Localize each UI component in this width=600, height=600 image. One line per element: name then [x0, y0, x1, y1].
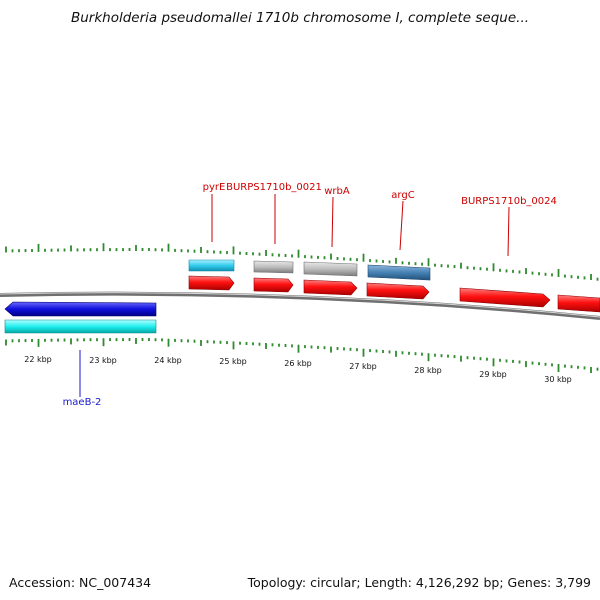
topology-summary-text: Topology: circular; Length: 4,126,292 bp…: [247, 575, 591, 590]
upper-tick-marks: [5, 243, 599, 281]
gene-feature-maeb-2[interactable]: [4, 319, 157, 334]
gene-label-burps1710b-0024[interactable]: BURPS1710b_0024: [461, 196, 557, 207]
scale-label: 24 kbp: [154, 356, 182, 365]
scale-label: 25 kbp: [219, 357, 247, 366]
gene-label-maeb-2[interactable]: maeB-2: [63, 397, 102, 408]
scale-label: 28 kbp: [414, 366, 442, 375]
cds-arrow-2[interactable]: [253, 277, 294, 293]
cds-arrow-3[interactable]: [303, 279, 358, 296]
gene-feature-pyre[interactable]: [188, 259, 235, 272]
scale-label: 22 kbp: [24, 355, 52, 364]
gene-label-burps1710b-0021[interactable]: BURPS1710b_0021: [226, 182, 322, 193]
accession-text: Accession: NC_007434: [9, 575, 152, 590]
map-title: Burkholderia pseudomallei 1710b chromoso…: [70, 10, 530, 26]
chromosome-backbone: [0, 291, 600, 320]
cds-arrow-5[interactable]: [459, 287, 551, 308]
leader-line-wrba: [331, 196, 334, 248]
cds-arrow-4[interactable]: [366, 282, 430, 300]
scale-label: 27 kbp: [349, 362, 377, 371]
leader-line-argc: [399, 200, 404, 251]
scale-labels: 22 kbp 23 kbp 24 kbp 25 kbp 26 kbp 27 kb…: [24, 355, 572, 384]
chromosome-backbone-highlight: [0, 292, 600, 318]
gene-label-wrba[interactable]: wrbA: [324, 186, 350, 197]
leader-line-burps1710b-0024: [507, 206, 510, 257]
lower-tick-marks: [5, 338, 599, 373]
cds-arrow-6[interactable]: [557, 294, 600, 313]
scale-label: 29 kbp: [479, 370, 507, 379]
scale-label: 26 kbp: [284, 359, 312, 368]
gene-feature-maeb-2-cds[interactable]: [4, 301, 157, 317]
scale-label: 30 kbp: [544, 375, 572, 384]
scale-label: 23 kbp: [89, 356, 117, 365]
gene-label-argc[interactable]: argC: [391, 190, 414, 201]
gene-feature-burps1710b-0021[interactable]: [253, 260, 294, 274]
gene-feature-argc[interactable]: [367, 264, 431, 281]
gene-label-pyre[interactable]: pyrE: [203, 182, 226, 193]
gene-feature-wrba[interactable]: [303, 261, 358, 277]
cds-arrow-1[interactable]: [188, 275, 235, 291]
